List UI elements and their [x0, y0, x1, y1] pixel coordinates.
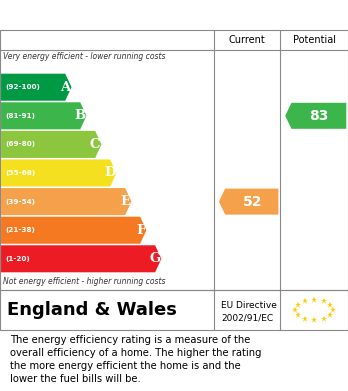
Text: Current: Current [229, 35, 266, 45]
Text: (92-100): (92-100) [5, 84, 40, 90]
Text: England & Wales: England & Wales [7, 301, 177, 319]
Text: C: C [90, 138, 101, 151]
Text: Energy Efficiency Rating: Energy Efficiency Rating [7, 7, 228, 23]
Polygon shape [1, 188, 132, 215]
Polygon shape [1, 217, 147, 244]
Text: (81-91): (81-91) [5, 113, 35, 119]
Text: (1-20): (1-20) [5, 256, 30, 262]
Text: (21-38): (21-38) [5, 227, 35, 233]
Polygon shape [219, 188, 278, 215]
Text: Not energy efficient - higher running costs: Not energy efficient - higher running co… [3, 277, 166, 286]
Polygon shape [1, 245, 161, 272]
Text: (39-54): (39-54) [5, 199, 35, 204]
Polygon shape [1, 160, 117, 187]
Text: 52: 52 [242, 195, 262, 209]
Text: 83: 83 [309, 109, 329, 123]
Polygon shape [1, 74, 72, 101]
Polygon shape [285, 103, 346, 129]
Text: Very energy efficient - lower running costs: Very energy efficient - lower running co… [3, 52, 166, 61]
Text: The energy efficiency rating is a measure of the
overall efficiency of a home. T: The energy efficiency rating is a measur… [10, 335, 262, 384]
Polygon shape [1, 102, 87, 129]
Text: A: A [60, 81, 70, 94]
Text: (55-68): (55-68) [5, 170, 35, 176]
Text: E: E [120, 195, 130, 208]
Text: 2002/91/EC: 2002/91/EC [221, 314, 273, 323]
Text: D: D [104, 167, 116, 179]
Text: (69-80): (69-80) [5, 142, 35, 147]
Text: EU Directive: EU Directive [221, 301, 277, 310]
Text: F: F [136, 224, 145, 237]
Text: Potential: Potential [293, 35, 335, 45]
Text: G: G [149, 252, 160, 265]
Polygon shape [1, 131, 102, 158]
Text: B: B [74, 109, 86, 122]
